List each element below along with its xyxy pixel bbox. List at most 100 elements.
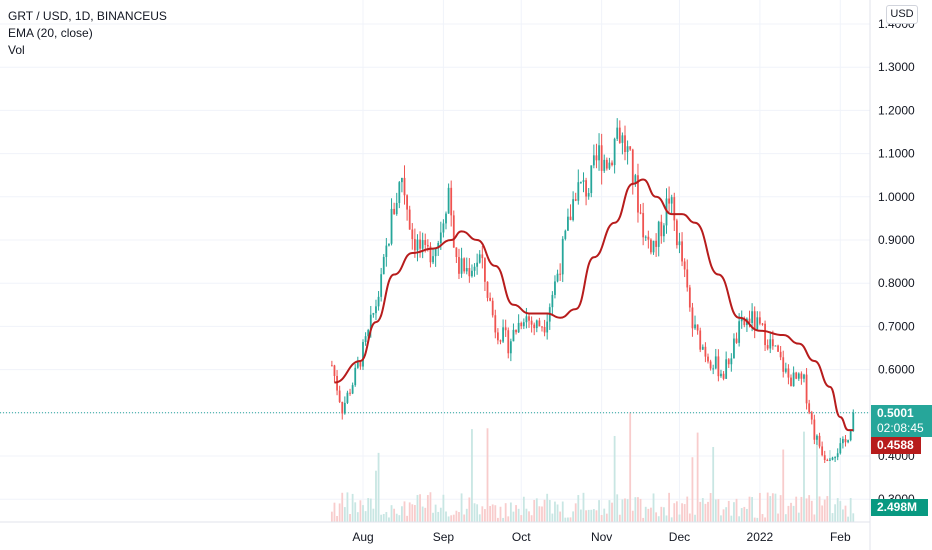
- candle-body: [538, 320, 541, 327]
- candle-body: [351, 385, 354, 394]
- candle-body: [582, 180, 585, 182]
- candle-body: [424, 240, 427, 245]
- volume-bar: [735, 498, 738, 522]
- candle-body: [738, 321, 741, 343]
- volume-bar: [351, 493, 354, 522]
- candle-body: [520, 322, 523, 327]
- volume-bar: [660, 506, 663, 522]
- volume-bar: [722, 509, 725, 522]
- candle-body: [543, 327, 546, 333]
- candle-body: [600, 145, 603, 171]
- candle-body: [413, 239, 416, 251]
- candle-body: [411, 229, 414, 240]
- candle-body: [743, 318, 746, 326]
- volume-bar: [800, 496, 803, 522]
- candle-body: [432, 256, 434, 263]
- volume-bar: [548, 500, 551, 522]
- volume-bar: [826, 496, 829, 522]
- volume-bar: [738, 516, 741, 522]
- volume-bar: [631, 510, 634, 522]
- candle-body: [787, 368, 790, 378]
- volume-bar: [367, 498, 370, 522]
- candle-body: [333, 365, 336, 376]
- candle-body: [587, 193, 590, 197]
- volume-bar: [395, 513, 398, 522]
- candle-body: [795, 372, 798, 379]
- volume-bar: [530, 515, 533, 522]
- volume-bar: [401, 506, 403, 522]
- candle-body: [401, 177, 403, 183]
- candle-body: [701, 346, 704, 350]
- volume-bar: [813, 514, 816, 522]
- volume-bar: [655, 512, 658, 522]
- volume-bar: [712, 446, 715, 522]
- volume-bar: [665, 515, 668, 522]
- volume-bar: [494, 505, 497, 522]
- candle-body: [650, 239, 652, 253]
- volume-bar: [476, 504, 479, 522]
- candle-body: [681, 241, 683, 262]
- candle-body: [434, 248, 437, 257]
- volume-bar: [834, 504, 837, 522]
- volume-bar: [551, 513, 554, 522]
- volume-bar: [644, 506, 647, 522]
- volume-bar: [808, 495, 811, 522]
- candle-body: [790, 377, 792, 387]
- volume-bar: [375, 470, 377, 522]
- time-axis[interactable]: Aug Sep Oct Nov Dec 2022 Feb: [352, 530, 851, 544]
- volume-price-tag: 2.498M: [871, 499, 928, 516]
- volume-bar: [496, 517, 499, 522]
- price-tick-label: 1.1000: [878, 147, 915, 161]
- candle-body: [841, 438, 844, 444]
- candle-body: [691, 307, 694, 329]
- volume-bar: [714, 499, 717, 522]
- volume-bar: [343, 507, 346, 522]
- volume-bar: [818, 496, 821, 522]
- candle-body: [595, 155, 598, 161]
- candle-body: [634, 175, 637, 185]
- price-tick-label: 1.3000: [878, 60, 915, 74]
- ema-legend: EMA (20, close): [8, 26, 93, 40]
- candle-body: [385, 245, 388, 257]
- candle-body: [717, 356, 720, 377]
- volume-bar: [554, 501, 556, 522]
- volume-bar: [388, 517, 390, 522]
- volume-bar: [509, 502, 512, 522]
- volume-bar: [670, 517, 673, 522]
- candle-body: [408, 209, 411, 230]
- candle-body: [813, 419, 816, 440]
- currency-button[interactable]: USD: [886, 5, 918, 24]
- price-tick-label: 1.2000: [878, 103, 915, 117]
- volume-bar: [699, 501, 702, 522]
- candle-body: [445, 213, 447, 224]
- volume-bar: [683, 504, 686, 522]
- volume-bar: [528, 511, 530, 522]
- candle-body: [463, 258, 466, 272]
- candle-body: [803, 374, 805, 379]
- candle-body: [346, 392, 349, 403]
- volume-bar: [452, 514, 455, 522]
- candle-body: [847, 440, 849, 443]
- volume-bar: [458, 512, 460, 522]
- last-price-value: 0.5001: [877, 406, 914, 420]
- candle-body: [398, 182, 401, 203]
- volume-bar: [790, 502, 792, 522]
- candle-body: [642, 213, 645, 238]
- candle-body: [341, 401, 344, 414]
- volume-bar: [403, 501, 406, 522]
- candle-body: [644, 236, 647, 238]
- volume-bar: [520, 515, 523, 522]
- volume-bar: [390, 505, 393, 522]
- candle-body: [419, 239, 421, 249]
- candle-body: [756, 317, 759, 330]
- volume-bar: [688, 513, 691, 522]
- candle-body: [421, 240, 424, 249]
- volume-bar: [481, 506, 484, 522]
- candle-body: [720, 373, 722, 377]
- candle-body: [779, 351, 782, 358]
- volume-bar: [836, 498, 839, 522]
- volume-bar: [764, 517, 766, 522]
- candle-body: [429, 246, 432, 263]
- volume-bar: [756, 517, 759, 522]
